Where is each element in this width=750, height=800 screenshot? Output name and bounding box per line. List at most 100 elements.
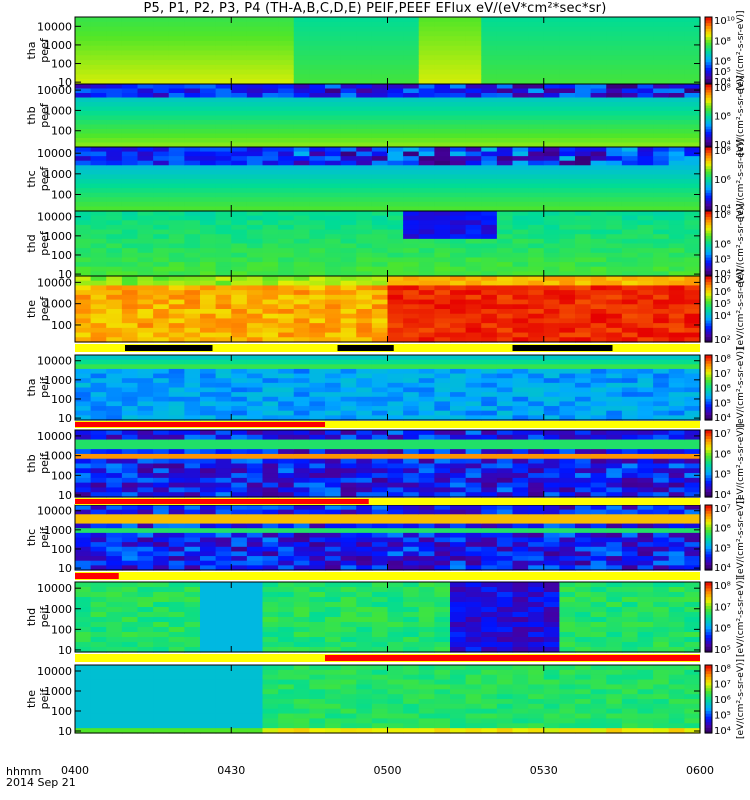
panel-thd-peif-colorbar: 10⁵ 10⁶ 10⁷ 10⁸ [eV/(cm²-s-sr-eV)]: [704, 577, 746, 657]
panel-tha-peif-cb-tick-1: 10⁵: [714, 398, 731, 409]
panel-thb-peif: 10 100 1000 10000 thbpeif 10⁴ 10⁵ 10⁶ 10⁷ [eV/(cm…: [25, 423, 746, 503]
panel-the-peif-cb-tick-4: 10⁸: [714, 664, 731, 675]
panel-thd-peif-heatmap: [75, 582, 701, 653]
panel-thc-peif: 10 100 1000 10000 thcpeif 10⁴ 10⁵ 10⁶ 10⁷ [eV/(cm…: [25, 497, 746, 577]
panel-the-peef-ytick-label-100: 100: [51, 319, 72, 332]
panel-tha-peif: 10 100 1000 10000 thapeif 10⁴ 10⁵ 10⁶ 10⁷ 10⁸ [eV/…: [25, 347, 746, 427]
panel-the-peif-colorbar: 10⁴ 10⁵ 10⁶ 10⁷ 10⁸ [eV/(cm²-s-sr-eV)]: [704, 659, 746, 739]
panel-thd-peef-cb-tick-3: 10⁸: [714, 210, 731, 221]
x-tick-label-0600: 0600: [686, 764, 714, 777]
panel-thc-peif-ytick-label-1000: 1000: [44, 524, 72, 537]
panel-thd-peef-cb-tick-1: 10⁵: [714, 254, 731, 265]
panel-tha-peef-cb-label: [eV/(cm²-s-sr-eV)]: [736, 10, 746, 90]
panel-thd-peef-ytick-label-100: 100: [51, 249, 72, 262]
panel-the-peif-ytick-label-10: 10: [58, 725, 72, 738]
panel-thd-peef-cb-tick-2: 10⁶: [714, 240, 731, 251]
panel-thd-peif-cb-tick-1: 10⁶: [714, 624, 731, 635]
panel-thc-peef: 100 1000 10000 thcpeef 10⁴ 10⁶ 10⁸ [eV/(cm²-s-s…: [25, 139, 746, 219]
panel-tha-peif-colorbar: 10⁴ 10⁵ 10⁶ 10⁷ 10⁸ [eV/(cm²-s-sr-eV)]: [704, 347, 746, 428]
panel-thc-peef-ytick-label-10000: 10000: [37, 147, 72, 160]
flag-bar-4: [75, 654, 700, 662]
panel-thb-peif-ytick-label-100: 100: [51, 469, 72, 482]
panel-thb-peef-cb-tick-2: 10⁸: [714, 83, 731, 94]
panel-thd-peif-ytick-label-100: 100: [51, 623, 72, 636]
panel-thc-peif-ytick-label-100: 100: [51, 543, 72, 556]
x-axis: 0400 0430 0500 0530 0600: [61, 764, 714, 777]
panel-thc-peef-colorbar: 10⁴ 10⁶ 10⁸ [eV/(cm²-s-sr-eV)]: [704, 139, 746, 219]
panel-the-peif-ytick-label-100: 100: [51, 705, 72, 718]
panel-thd-peef-label: thdpeef: [25, 230, 51, 256]
panel-thd-peef: 10 100 1000 10000 thdpeef 10⁴ 10⁵ 10⁶ 10⁸ [eV/(cm…: [25, 203, 746, 283]
panel-the-peif-cb-tick-0: 10⁴: [714, 726, 731, 737]
panel-tha-peef-cb-tick-2: 10⁶: [714, 57, 731, 68]
panel-thd-peef-ytick-label-10000: 10000: [37, 211, 72, 224]
date-label: 2014 Sep 21: [6, 776, 76, 789]
x-tick-label-0500: 0500: [374, 764, 402, 777]
panel-thc-peif-heatmap: [75, 505, 701, 571]
panel-the-peef-cb-tick-4: 10⁷: [714, 275, 731, 286]
panel-thb-peif-ytick-label-10000: 10000: [37, 430, 72, 443]
x-axis-label: hhmm: [6, 765, 42, 778]
panel-tha-peef-ytick-label-10: 10: [58, 76, 72, 89]
panel-thb-peef-ytick-label-10000: 10000: [37, 84, 72, 97]
panel-thc-peif-ytick-label-10: 10: [58, 562, 72, 575]
panel-thb-peif-cb-tick-3: 10⁷: [714, 429, 731, 440]
panel-thb-peif-ytick-label-1000: 1000: [44, 450, 72, 463]
panel-thd-peif-ytick-label-10000: 10000: [37, 582, 72, 595]
panel-thd-peef-heatmap: [75, 211, 701, 277]
panel-thc-peef-ytick-label-100: 100: [51, 188, 72, 201]
panel-thc-peef-heatmap: [75, 147, 701, 212]
x-tick-label-0400: 0400: [61, 764, 89, 777]
panel-the-peef-cb-label: [eV/(cm²-s-sr-eV)]: [736, 269, 746, 349]
panel-tha-peef-cb-tick-0: 10⁴: [714, 77, 731, 88]
panel-thc-peif-cb-tick-0: 10⁴: [714, 563, 731, 574]
panel-the-peif-cb-label: [eV/(cm²-s-sr-eV)]: [736, 659, 746, 739]
panel-thd-peef-cb-label: [eV/(cm²-s-sr-eV)]: [736, 203, 746, 283]
panel-the-peif-ytick-label-1000: 1000: [44, 685, 72, 698]
panel-thd-peif-cb-label: [eV/(cm²-s-sr-eV)]: [736, 577, 746, 657]
panel-the-peef-heatmap: [75, 276, 701, 343]
panel-tha-peif-ytick-label-10000: 10000: [37, 355, 72, 368]
panel-tha-peef-ytick-label-1000: 1000: [44, 39, 72, 52]
panel-thb-peef-label: thbpeef: [25, 102, 51, 128]
panel-tha-peif-ytick-label-1000: 1000: [44, 374, 72, 387]
flag-bar-3: [75, 572, 700, 580]
panel-thc-peif-cb-tick-2: 10⁶: [714, 524, 731, 535]
panel-thb-peef-cb-tick-1: 10⁶: [714, 112, 731, 123]
flag-bar-2: [75, 498, 700, 505]
panel-thc-peif-cb-label: [eV/(cm²-s-sr-eV)]: [736, 497, 746, 577]
panel-the-peef-cb-tick-2: 10⁵: [714, 299, 731, 310]
panel-the-peif-ytick-label-10000: 10000: [37, 665, 72, 678]
panel-tha-peif-cb-tick-0: 10⁴: [714, 413, 731, 424]
panel-thb-peif-cb-tick-2: 10⁶: [714, 449, 731, 460]
panel-thc-peef-cb-tick-1: 10⁶: [714, 175, 731, 186]
panel-thb-peif-ytick-label-10: 10: [58, 489, 72, 502]
panel-tha-peef-cb-tick-1: 10⁵: [714, 67, 731, 78]
panel-thd-peef-ytick-label-1000: 1000: [44, 230, 72, 243]
panel-thd-peef-ytick-label-10: 10: [58, 268, 72, 281]
panel-tha-peif-ytick-label-10: 10: [58, 412, 72, 425]
panel-thc-peef-label: thcpeef: [25, 166, 51, 192]
panel-thb-peef-cb-label: [eV/(cm²-s-sr-eV)]: [736, 75, 746, 155]
panel-tha-peef-ytick-label-100: 100: [51, 58, 72, 71]
panel-tha-peif-cb-tick-2: 10⁶: [714, 384, 731, 395]
panel-thb-peif-colorbar: 10⁴ 10⁵ 10⁶ 10⁷ [eV/(cm²-s-sr-eV)]: [704, 423, 746, 504]
panel-thd-peef-colorbar: 10⁴ 10⁵ 10⁶ 10⁸ [eV/(cm²-s-sr-eV)]: [704, 203, 746, 284]
panel-tha-peif-heatmap: [75, 355, 701, 421]
panel-thb-peif-cb-tick-1: 10⁵: [714, 470, 731, 481]
panel-thb-peif-cb-label: [eV/(cm²-s-sr-eV)]: [736, 423, 746, 503]
panel-thc-peef-ytick-label-1000: 1000: [44, 168, 72, 181]
panel-thc-peef-cb-tick-0: 10⁴: [714, 204, 731, 215]
panel-thc-peif-colorbar: 10⁴ 10⁵ 10⁶ 10⁷ [eV/(cm²-s-sr-eV)]: [704, 497, 746, 578]
panel-thb-peif-cb-tick-0: 10⁴: [714, 490, 731, 501]
panel-tha-peif-cb-tick-3: 10⁷: [714, 369, 731, 380]
panel-tha-peef-ytick-label-10000: 10000: [37, 20, 72, 33]
panel-thd-peif-cb-tick-0: 10⁵: [714, 645, 731, 656]
panel-tha-peef-label: thapeef: [25, 37, 51, 63]
panel-tha-peif-ytick-label-100: 100: [51, 393, 72, 406]
